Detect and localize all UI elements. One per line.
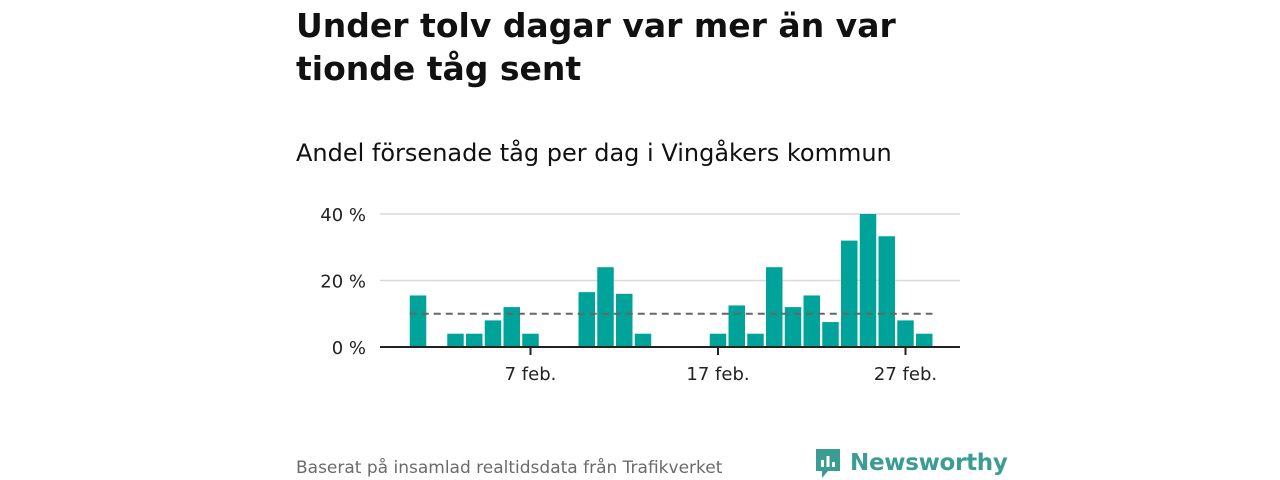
chart-subtitle: Andel försenade tåg per dag i Vingåkers … bbox=[296, 139, 892, 167]
bar bbox=[859, 214, 877, 347]
bar bbox=[409, 295, 427, 347]
bars bbox=[409, 214, 933, 347]
axes: 0 % 20 % 40 % 7 feb. 17 feb. 27 feb. bbox=[320, 205, 960, 385]
brand-logo: Newsworthy bbox=[814, 446, 1008, 480]
bar bbox=[841, 240, 858, 347]
bar bbox=[616, 293, 633, 347]
x-tick-label: 27 feb. bbox=[874, 364, 937, 385]
brand-name: Newsworthy bbox=[850, 450, 1008, 476]
source-note: Baserat på insamlad realtidsdata från Tr… bbox=[296, 458, 723, 478]
bar bbox=[916, 333, 933, 347]
y-tick-label: 20 % bbox=[320, 272, 366, 293]
bar bbox=[709, 333, 727, 347]
bar bbox=[503, 307, 520, 347]
bar bbox=[784, 307, 802, 347]
y-tick-label: 0 % bbox=[332, 338, 366, 359]
bar bbox=[728, 305, 745, 347]
bar bbox=[747, 333, 764, 347]
bar bbox=[803, 295, 820, 347]
bar bbox=[634, 333, 652, 347]
chart-title: Under tolv dagar var mer än var tionde t… bbox=[296, 6, 896, 88]
bar bbox=[597, 267, 614, 347]
bar bbox=[522, 333, 539, 347]
bar bbox=[822, 322, 839, 347]
bar bbox=[878, 236, 895, 347]
y-tick-label: 40 % bbox=[320, 205, 366, 226]
bar bbox=[484, 320, 502, 347]
bar bbox=[766, 267, 783, 347]
bar bbox=[466, 333, 483, 347]
x-tick-label: 17 feb. bbox=[686, 364, 749, 385]
bar-chart: 0 % 20 % 40 % 7 feb. 17 feb. 27 feb. bbox=[320, 205, 960, 385]
bar bbox=[447, 333, 464, 347]
bar bbox=[897, 320, 914, 347]
x-tick-label: 7 feb. bbox=[505, 364, 557, 385]
bar bbox=[578, 292, 595, 347]
bar-chart-speech-bubble-icon bbox=[816, 449, 840, 478]
